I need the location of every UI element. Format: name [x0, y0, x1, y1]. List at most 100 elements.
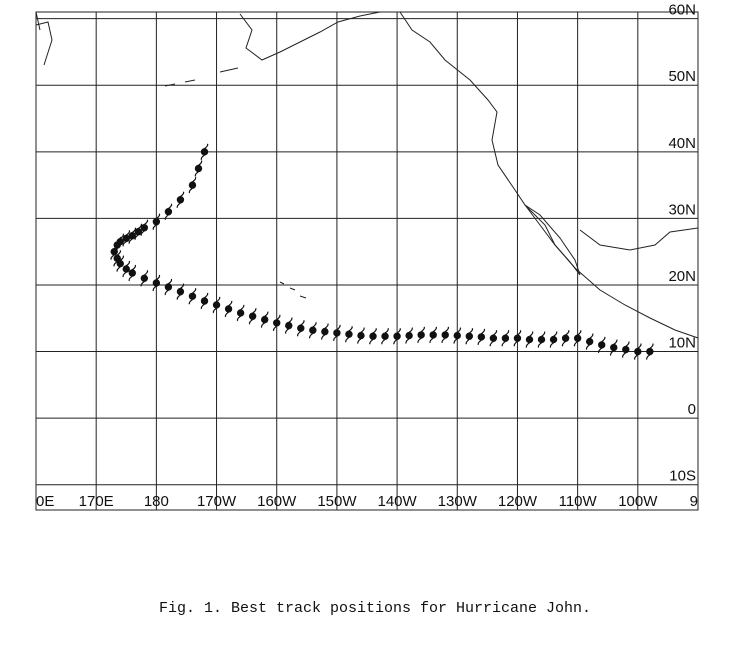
- storm-symbol-tail: [122, 260, 131, 278]
- storm-symbol: [646, 347, 654, 356]
- storm-symbol: [321, 327, 329, 336]
- storm-symbol-tail: [585, 333, 594, 350]
- track-position: [573, 329, 582, 347]
- storm-symbol-tail: [465, 327, 474, 345]
- track-position: [164, 278, 173, 296]
- storm-symbol: [273, 319, 281, 327]
- track-position: [140, 219, 149, 236]
- x-tick-label: 0E: [36, 493, 54, 510]
- storm-symbol: [477, 333, 486, 341]
- storm-symbol-tail: [441, 326, 450, 344]
- track-position: [525, 331, 534, 348]
- storm-symbol-tail: [333, 324, 341, 342]
- track-position: [393, 327, 401, 345]
- storm-symbol-tail: [248, 307, 257, 325]
- track: [110, 143, 654, 360]
- storm-symbol: [285, 321, 293, 330]
- storm-symbol: [585, 337, 594, 346]
- storm-symbol: [248, 312, 257, 320]
- track-position: [321, 323, 329, 340]
- track-position: [194, 160, 203, 177]
- storm-symbol-tail: [152, 274, 161, 292]
- storm-symbol: [381, 332, 389, 340]
- storm-symbol: [525, 335, 534, 344]
- storm-symbol: [297, 324, 305, 332]
- coastline: [399, 11, 699, 339]
- track-position: [441, 326, 450, 344]
- storm-symbol-tail: [200, 292, 209, 310]
- storm-symbol: [152, 279, 161, 287]
- storm-symbol-tail: [321, 323, 329, 340]
- track-position: [113, 250, 122, 267]
- storm-symbol: [260, 315, 269, 324]
- track-position: [609, 339, 618, 356]
- track-position: [549, 331, 558, 348]
- storm-symbol-tail: [549, 331, 558, 348]
- x-tick-label: 180: [144, 493, 169, 510]
- track-position: [284, 317, 293, 334]
- storm-symbol-tail: [134, 223, 143, 240]
- storm-symbol-tail: [537, 331, 546, 348]
- track-position: [597, 336, 606, 354]
- y-tick-label: 40N: [668, 135, 696, 152]
- storm-symbol: [309, 326, 317, 334]
- storm-symbol-tail: [369, 327, 377, 345]
- storm-symbol: [333, 329, 341, 337]
- storm-symbol-tail: [477, 328, 486, 346]
- storm-symbol: [417, 331, 425, 339]
- track-position: [381, 327, 389, 345]
- storm-symbol: [116, 237, 124, 246]
- storm-symbol: [501, 334, 510, 342]
- storm-symbol-tail: [381, 327, 389, 345]
- coastline: [579, 227, 699, 251]
- track-position: [585, 333, 594, 350]
- storm-symbol-tail: [405, 327, 413, 344]
- track-position: [200, 143, 209, 161]
- storm-symbol: [176, 287, 185, 296]
- storm-symbol: [134, 228, 143, 236]
- storm-symbol: [489, 334, 498, 342]
- track-position: [333, 324, 341, 342]
- storm-symbol-tail: [176, 191, 185, 209]
- storm-symbol-tail: [128, 227, 137, 244]
- storm-symbol-tail: [646, 343, 654, 360]
- y-tick-label: 20N: [668, 268, 696, 285]
- coastline: [35, 11, 53, 66]
- track-position: [200, 292, 209, 310]
- storm-symbol-tail: [489, 329, 498, 347]
- storm-symbol: [188, 292, 197, 300]
- coastline: [524, 204, 581, 276]
- coastline: [239, 11, 381, 61]
- storm-symbol-tail: [609, 339, 618, 356]
- track-position: [152, 213, 161, 230]
- track-position: [236, 304, 245, 322]
- storm-symbol: [429, 331, 437, 339]
- storm-symbol: [537, 335, 546, 344]
- track-position: [453, 327, 462, 344]
- storm-symbol-tail: [164, 278, 173, 296]
- track-position: [176, 283, 185, 300]
- storm-symbol-tail: [122, 230, 131, 247]
- map-frame: [35, 11, 699, 511]
- track-position: [477, 328, 486, 346]
- storm-symbol-tail: [128, 264, 137, 282]
- storm-symbol-tail: [224, 300, 233, 318]
- storm-symbol-tail: [309, 321, 317, 339]
- storm-symbol: [369, 332, 377, 340]
- storm-symbol: [345, 330, 353, 338]
- storm-symbol: [453, 331, 461, 340]
- track-position: [501, 329, 510, 347]
- track-position: [122, 230, 131, 247]
- storm-symbol-tail: [621, 341, 630, 358]
- track-position: [248, 307, 257, 325]
- storm-symbol: [561, 334, 570, 342]
- x-tick-label: 160W: [257, 493, 297, 510]
- storm-symbol-tail: [188, 176, 197, 194]
- track-position: [122, 260, 131, 278]
- y-tick-label: 60N: [668, 2, 696, 19]
- x-tick-label: 110W: [559, 493, 598, 510]
- track-position: [537, 331, 546, 348]
- track-position: [212, 296, 221, 314]
- x-tick-label: 150W: [317, 493, 357, 510]
